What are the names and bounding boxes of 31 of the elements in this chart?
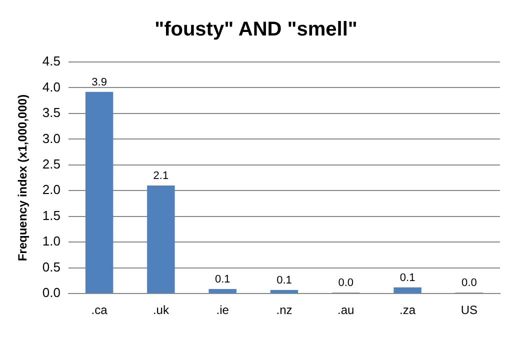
data-label: 2.1 xyxy=(153,170,169,182)
y-tick-label: 1.5 xyxy=(42,208,60,223)
y-tick-label: 4.5 xyxy=(42,54,60,69)
y-axis-title: Frequency index (x1,000,000) xyxy=(16,94,30,262)
x-tick-label: US xyxy=(460,303,478,318)
x-tick-label: .au xyxy=(338,303,354,318)
bar xyxy=(394,287,422,294)
x-tick-label: .ca xyxy=(91,303,108,318)
data-label: 0.0 xyxy=(338,277,354,290)
data-label: 0.1 xyxy=(276,274,292,287)
x-tick-label: .nz xyxy=(276,303,292,318)
y-tick-label: 0.5 xyxy=(42,259,60,274)
data-label: 0.1 xyxy=(214,274,230,286)
y-tick-label: 3.5 xyxy=(42,105,60,120)
x-tick-label: .za xyxy=(400,303,416,318)
bar xyxy=(85,92,114,294)
bar xyxy=(147,186,175,294)
y-tick-label: 3.0 xyxy=(42,130,60,146)
bar xyxy=(208,288,236,294)
y-tick-label: 4.0 xyxy=(42,79,60,94)
data-label: 3.9 xyxy=(92,76,107,88)
chart-title: "fousty" AND "smell" xyxy=(154,18,358,41)
x-tick-label: .uk xyxy=(152,303,170,318)
bar xyxy=(270,290,298,294)
data-label: 0.0 xyxy=(462,277,477,290)
x-tick-label: .ie xyxy=(216,303,230,318)
y-tick-label: 0.0 xyxy=(42,285,60,300)
y-tick-label: 2.5 xyxy=(42,156,60,172)
y-tick-label: 1.0 xyxy=(42,234,60,249)
data-label: 0.1 xyxy=(400,272,416,284)
y-tick-label: 2.0 xyxy=(42,182,60,198)
